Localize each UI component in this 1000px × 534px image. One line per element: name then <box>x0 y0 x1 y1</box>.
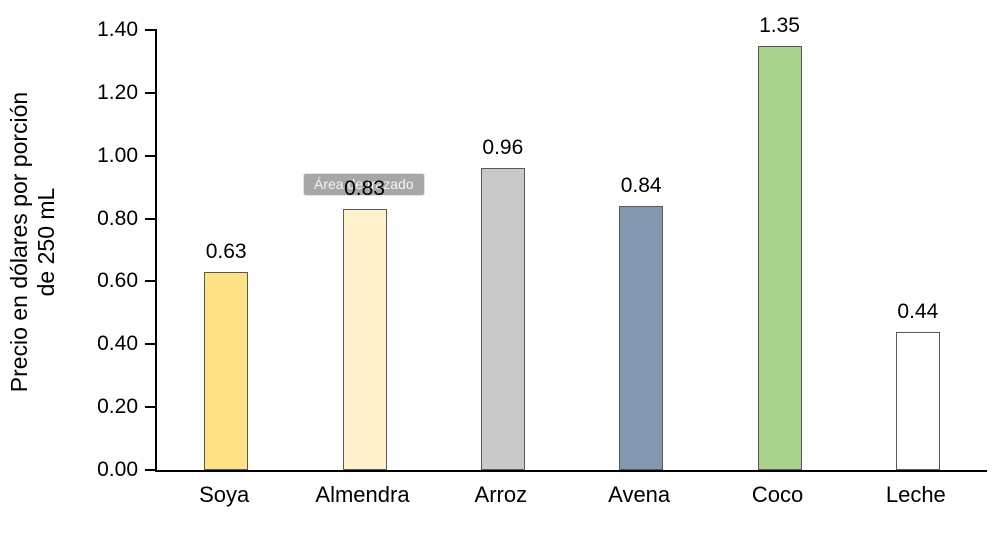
bar-soya <box>204 272 249 470</box>
x-category-label: Almendra <box>315 482 410 507</box>
y-tick-label: 1.20 <box>97 80 138 104</box>
y-tick-mark <box>145 406 157 409</box>
y-tick-label: 0.20 <box>97 395 138 419</box>
y-tick-mark <box>145 154 157 157</box>
bar-value-label: 0.96 <box>482 136 524 160</box>
y-tick-mark <box>145 280 157 283</box>
y-tick-mark <box>145 29 157 31</box>
bar-arroz <box>480 168 525 470</box>
y-tick-label: 0.00 <box>97 458 138 481</box>
y-tick-label: 0.40 <box>97 332 138 356</box>
x-category-label: Avena <box>608 482 671 507</box>
y-tick-mark <box>145 91 157 94</box>
y-axis-tick-labels: 0.00 0.20 0.40 0.60 0.80 1.00 1.20 1.40 <box>0 18 138 481</box>
x-category-label: Coco <box>751 482 804 507</box>
y-tick-label: 1.00 <box>97 143 138 167</box>
bar-coco <box>757 45 802 470</box>
x-category-label: Leche <box>885 482 946 507</box>
bar-value-label: 0.84 <box>620 174 662 197</box>
bar-value-label: 1.35 <box>759 13 800 37</box>
y-tick-mark <box>145 217 157 220</box>
y-tick-label: 0.80 <box>97 206 138 230</box>
bar-value-label: 0.83 <box>344 177 385 201</box>
plot-area-tooltip: Área de trazado <box>303 173 425 196</box>
y-tick-mark <box>145 343 157 346</box>
y-tick-mark <box>145 469 157 471</box>
bar-almendra <box>342 209 387 470</box>
bar-leche <box>895 331 940 470</box>
bar-value-label: 0.44 <box>897 299 939 323</box>
x-category-label: Soya <box>199 482 250 507</box>
y-tick-label: 0.60 <box>97 269 138 293</box>
bar-value-label: 0.63 <box>205 240 247 263</box>
bar-avena <box>619 206 664 470</box>
x-axis-category-labels: Soya Almendra Arroz Avena Coco Leche <box>155 482 985 516</box>
x-category-label: Arroz <box>474 482 528 507</box>
plot-area[interactable]: 0.63 0.83 0.96 0.84 1.35 0.44 <box>145 14 987 472</box>
y-tick-label: 1.40 <box>97 18 138 41</box>
